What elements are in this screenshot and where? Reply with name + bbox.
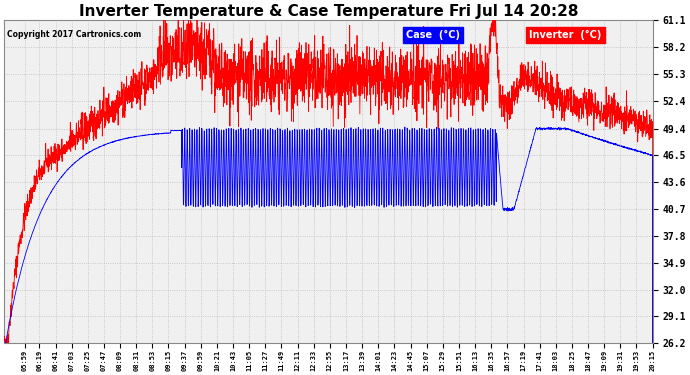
Title: Inverter Temperature & Case Temperature Fri Jul 14 20:28: Inverter Temperature & Case Temperature … (79, 4, 578, 19)
Text: Inverter  (°C): Inverter (°C) (529, 30, 602, 40)
Text: Copyright 2017 Cartronics.com: Copyright 2017 Cartronics.com (8, 30, 141, 39)
Text: Case  (°C): Case (°C) (406, 30, 460, 40)
